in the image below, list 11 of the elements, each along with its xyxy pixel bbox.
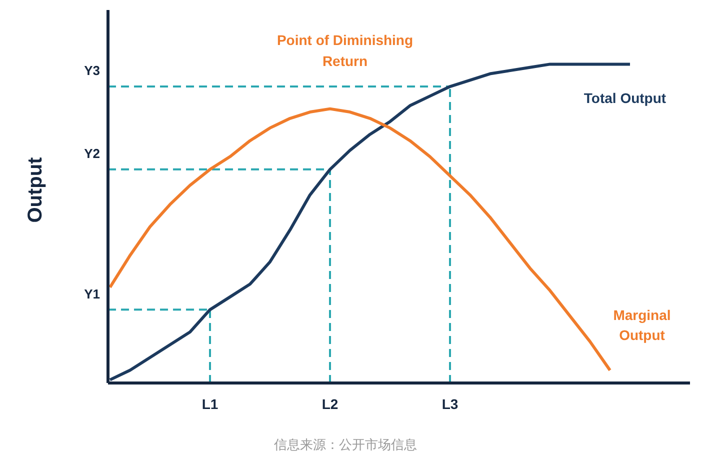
- text: 信息来源：公开市场信息: [273, 436, 418, 454]
- ref-line-label: Y2: [84, 146, 100, 162]
- x-tick-label: L1: [202, 396, 218, 412]
- series-label: Marginal Output: [612, 306, 672, 346]
- ref-line-label: Y3: [84, 63, 100, 78]
- y-axis-title: Output: [24, 157, 48, 223]
- x-tick-label: L2: [322, 396, 338, 412]
- annotation: Point of Diminishing Return: [276, 31, 414, 71]
- ref-line-label: Y1: [84, 286, 100, 302]
- x-tick-label: L3: [442, 396, 458, 412]
- series-label: Total Output: [582, 89, 668, 108]
